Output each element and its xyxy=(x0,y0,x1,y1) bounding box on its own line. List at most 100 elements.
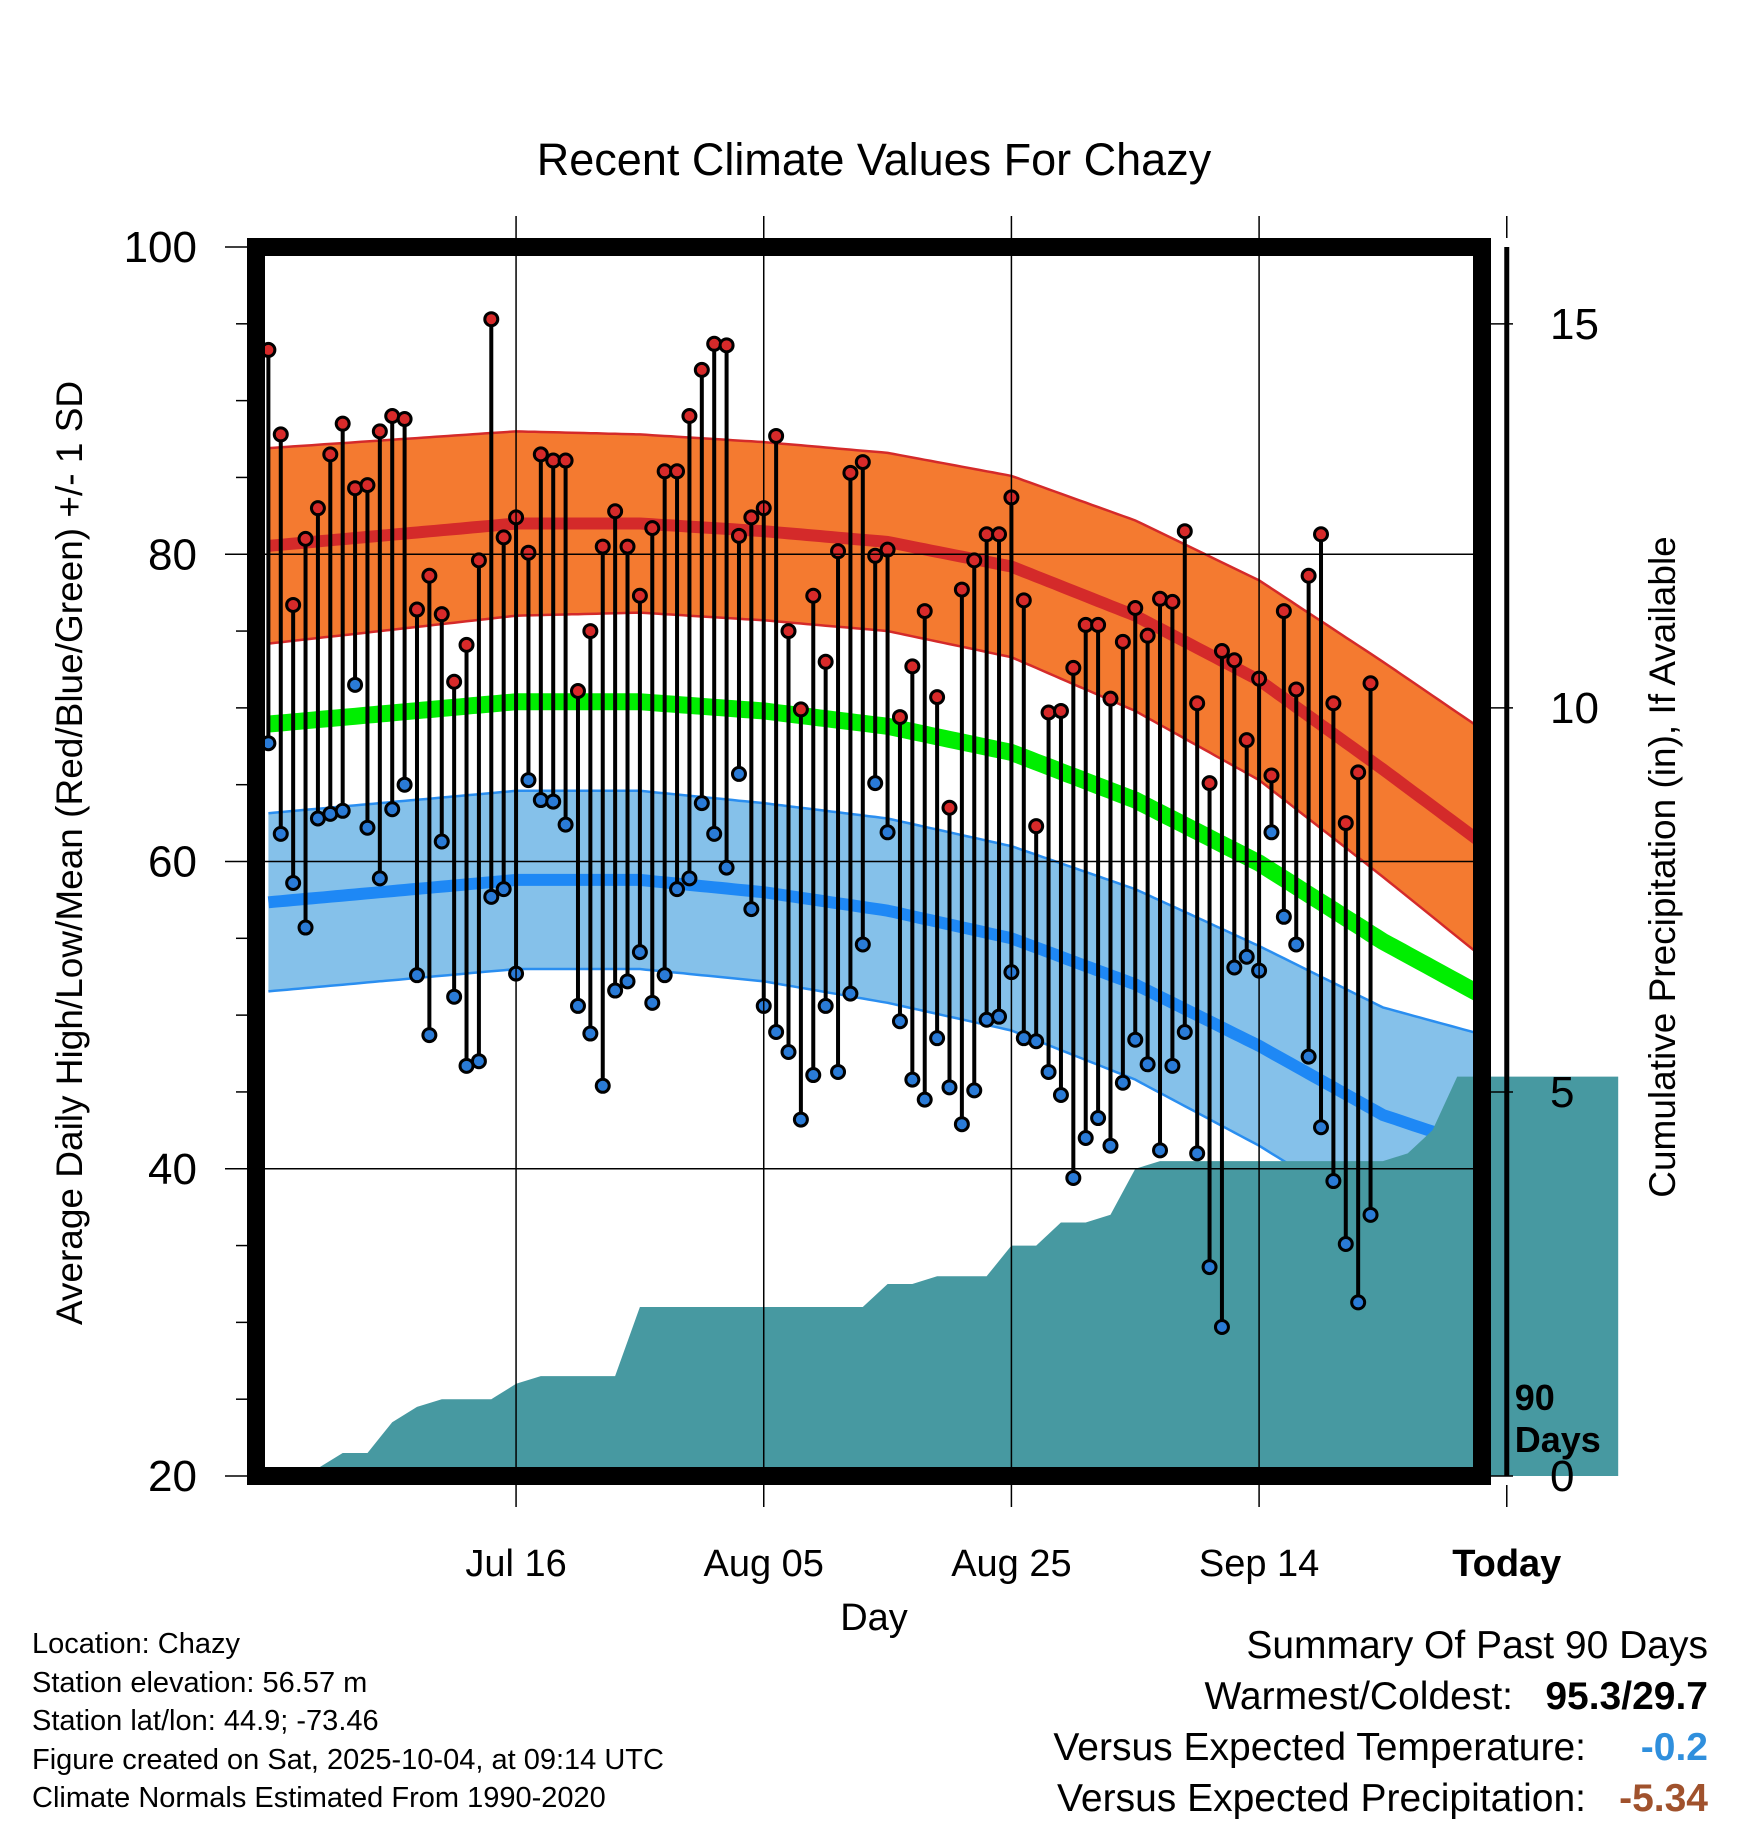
daily-low-point xyxy=(347,676,364,693)
daily-low-point xyxy=(1152,1142,1169,1159)
daily-high-point xyxy=(780,623,797,640)
daily-low-point xyxy=(1139,1056,1156,1073)
y2-axis-label: Cumulative Precipitation (in), If Availa… xyxy=(1642,536,1683,1198)
daily-low-point xyxy=(1238,948,1255,965)
warmest-value: 95.3 xyxy=(1545,1675,1622,1718)
daily-high-point xyxy=(1313,526,1330,543)
daily-high-point xyxy=(644,520,661,537)
daily-high-point xyxy=(433,606,450,623)
daily-high-point xyxy=(483,311,500,328)
daily-high-point xyxy=(396,411,413,428)
daily-low-point xyxy=(1176,1024,1193,1041)
daily-low-point xyxy=(644,994,661,1011)
daily-low-point xyxy=(953,1116,970,1133)
daily-low-point xyxy=(1201,1259,1218,1276)
daily-high-point xyxy=(916,603,933,620)
daily-high-point xyxy=(359,477,376,494)
today-marker-label: Days xyxy=(1515,1419,1601,1460)
summary-heading-text: Summary Of Past 90 Days xyxy=(1246,1624,1708,1667)
normal-high-line xyxy=(267,517,1486,848)
x-tick-label: Aug 25 xyxy=(951,1543,1071,1585)
plot-area xyxy=(256,311,1619,1476)
x-tick-label: Jul 16 xyxy=(465,1543,566,1585)
daily-high-point xyxy=(1238,732,1255,749)
daily-high-point xyxy=(792,701,809,718)
daily-high-point xyxy=(966,552,983,569)
daily-low-point xyxy=(991,1008,1008,1025)
y-axis-label: Average Daily High/Low/Mean (Red/Blue/Gr… xyxy=(49,381,90,1325)
daily-high-point xyxy=(941,799,958,816)
warm-cold-value: 95.3/29.7 xyxy=(1545,1675,1708,1718)
y2-tick-label: 15 xyxy=(1550,300,1599,349)
high-sd-upper-edge xyxy=(268,430,1483,731)
daily-high-point xyxy=(1362,675,1379,692)
daily-high-point xyxy=(1189,695,1206,712)
daily-high-point xyxy=(309,500,326,517)
daily-low-point xyxy=(557,816,574,833)
temp-label: Versus Expected Temperature: xyxy=(1053,1726,1586,1769)
daily-high-point xyxy=(953,581,970,598)
low-sd-upper-edge xyxy=(268,789,1483,1036)
daily-low-point xyxy=(718,859,735,876)
normals-period-text: Climate Normals Estimated From 1990-2020 xyxy=(32,1782,606,1814)
daily-low-point xyxy=(495,881,512,898)
x-axis-label: Day xyxy=(840,1597,908,1639)
daily-high-point xyxy=(817,653,834,670)
warm-cold-row: Warmest/Coldest: 95.3/29.7 xyxy=(1053,1671,1708,1722)
daily-high-point xyxy=(904,658,921,675)
daily-low-point xyxy=(768,1024,785,1041)
y-tick-label: 100 xyxy=(124,223,197,272)
daily-low-point xyxy=(631,944,648,961)
daily-high-point xyxy=(1350,764,1367,781)
daily-high-point xyxy=(334,415,351,432)
daily-low-point xyxy=(1065,1169,1082,1186)
daily-high-point xyxy=(458,636,475,653)
daily-high-point xyxy=(1065,659,1082,676)
daily-low-point xyxy=(792,1111,809,1128)
daily-high-point xyxy=(532,446,549,463)
daily-high-point xyxy=(1164,593,1181,610)
daily-high-point xyxy=(569,682,586,699)
y-tick-label: 60 xyxy=(148,838,197,887)
daily-low-point xyxy=(891,1013,908,1030)
daily-low-point xyxy=(1090,1110,1107,1127)
daily-low-point xyxy=(272,825,289,842)
daily-low-point xyxy=(1114,1074,1131,1091)
daily-low-point xyxy=(916,1091,933,1108)
precip-value: -5.34 xyxy=(1619,1777,1708,1820)
summary-panel: Summary Of Past 90 Days Warmest/Coldest:… xyxy=(1053,1620,1708,1824)
daily-low-point xyxy=(879,824,896,841)
daily-high-point xyxy=(1052,702,1069,719)
summary-heading: Summary Of Past 90 Days xyxy=(1053,1620,1708,1671)
precip-label: Versus Expected Precipitation: xyxy=(1057,1777,1586,1820)
daily-high-point xyxy=(631,587,648,604)
daily-low-point xyxy=(706,825,723,842)
daily-high-point xyxy=(1325,695,1342,712)
elevation-text: Station elevation: 56.57 m xyxy=(32,1666,368,1699)
daily-high-point xyxy=(730,527,747,544)
daily-high-point xyxy=(1263,767,1280,784)
daily-high-point xyxy=(1300,567,1317,584)
daily-low-point xyxy=(904,1071,921,1088)
daily-high-point xyxy=(1226,652,1243,669)
daily-high-point xyxy=(594,538,611,555)
daily-high-point xyxy=(619,538,636,555)
daily-high-point xyxy=(1028,818,1045,835)
daily-low-point xyxy=(929,1030,946,1047)
y-tick-label: 40 xyxy=(148,1145,197,1194)
daily-high-point xyxy=(1127,600,1144,617)
daily-low-point xyxy=(371,870,388,887)
daily-low-point xyxy=(1337,1236,1354,1253)
high-sd-band xyxy=(268,431,1482,957)
daily-low-point xyxy=(681,870,698,887)
x-tick-label: Today xyxy=(1452,1543,1561,1585)
station-info: Location: Chazy Station elevation: 56.57… xyxy=(32,1625,664,1818)
daily-low-point xyxy=(730,765,747,782)
daily-high-point xyxy=(557,452,574,469)
low-sd-band xyxy=(268,790,1482,1262)
daily-low-point xyxy=(470,1053,487,1070)
daily-low-point xyxy=(446,988,463,1005)
chart-title: Recent Climate Values For Chazy xyxy=(537,134,1212,185)
daily-low-point xyxy=(1350,1294,1367,1311)
